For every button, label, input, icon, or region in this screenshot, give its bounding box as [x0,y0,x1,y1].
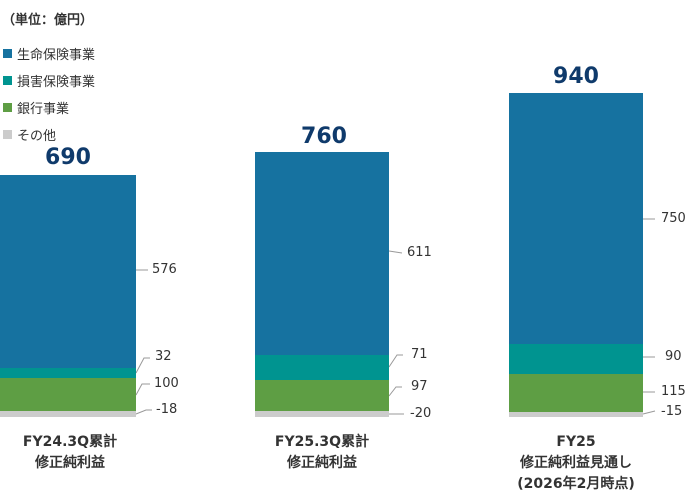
bar-segment-life [255,152,389,355]
stacked-bar-fy25-forecast [509,93,643,417]
legend-label: 生命保険事業 [17,48,96,63]
legend: 生命保険事業 損害保険事業 銀行事業 その他 [3,40,95,148]
value-label-life: 576 [152,262,177,277]
value-label-nonlife: 32 [155,349,172,364]
value-label-bank: 115 [661,384,686,399]
value-label-life: 750 [661,211,686,226]
legend-swatch-other [3,130,12,139]
category-label-fy24-3q: FY24.3Q累計 修正純利益 [0,432,140,474]
stacked-bar-fy25-3q [255,152,389,417]
legend-swatch-life [3,49,12,58]
bar-segment-bank [255,380,389,411]
bar-segment-bank [0,378,136,411]
bar-segment-other [255,411,389,417]
legend-item-life: 生命保険事業 [3,40,95,67]
value-label-bank: 97 [411,379,428,394]
legend-swatch-bank [3,103,12,112]
stacked-bar-fy24-3q [0,175,136,417]
legend-item-nonlife: 損害保険事業 [3,67,95,94]
category-line: 修正純利益 [35,455,105,471]
category-line: FY25 [556,434,596,450]
category-line: (2026年2月時点) [517,476,635,492]
category-label-fy25-forecast: FY25 修正純利益見通し (2026年2月時点) [496,432,656,495]
value-label-other: -15 [661,404,683,419]
value-label-nonlife: 90 [665,349,682,364]
bar-segment-life [0,175,136,368]
bar-segment-life [509,93,643,344]
bar-segment-nonlife [255,355,389,380]
unit-label: （単位：億円） [2,13,94,28]
bar-total-fy25-forecast: 940 [553,64,599,89]
legend-label: 銀行事業 [17,102,70,117]
bar-segment-other [0,411,136,417]
bar-segment-nonlife [509,344,643,374]
category-line: FY24.3Q累計 [22,434,118,450]
value-label-other: -18 [156,402,178,417]
legend-label: 損害保険事業 [17,75,96,90]
bar-segment-bank [509,374,643,412]
value-label-nonlife: 71 [411,347,428,362]
legend-item-other: その他 [3,121,95,148]
value-label-other: -20 [410,406,432,421]
category-line: 修正純利益見通し [520,455,632,471]
bar-total-fy25-3q: 760 [301,124,347,149]
category-line: 修正純利益 [287,455,357,471]
category-label-fy25-3q: FY25.3Q累計 修正純利益 [252,432,392,474]
legend-item-bank: 銀行事業 [3,94,95,121]
legend-swatch-nonlife [3,76,12,85]
value-label-bank: 100 [154,376,179,391]
category-line: FY25.3Q累計 [274,434,370,450]
bar-total-fy24-3q: 690 [45,145,91,170]
value-label-life: 611 [407,245,432,260]
legend-label: その他 [17,129,57,144]
bar-segment-other [509,412,643,417]
bar-segment-nonlife [0,368,136,378]
